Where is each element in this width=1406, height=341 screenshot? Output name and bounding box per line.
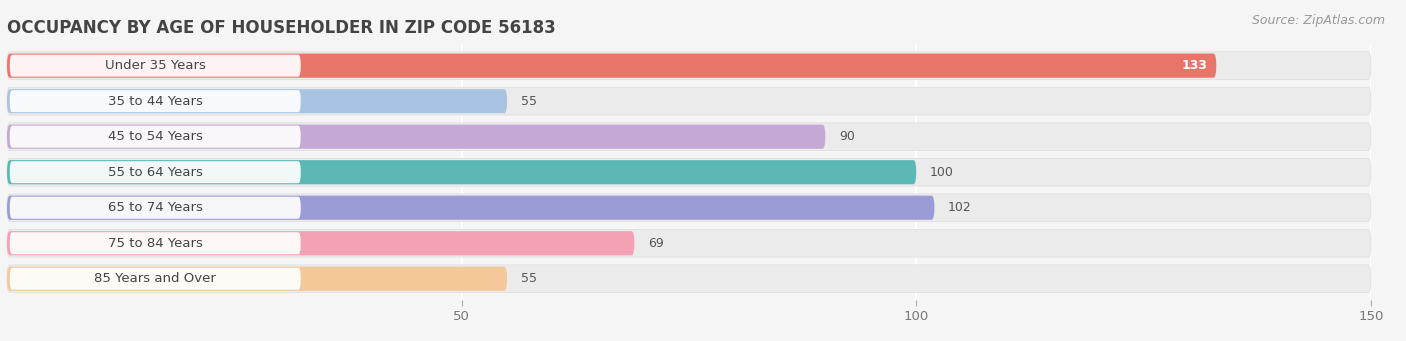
FancyBboxPatch shape bbox=[10, 90, 301, 112]
FancyBboxPatch shape bbox=[10, 232, 301, 254]
FancyBboxPatch shape bbox=[7, 265, 1371, 293]
Text: Source: ZipAtlas.com: Source: ZipAtlas.com bbox=[1251, 14, 1385, 27]
FancyBboxPatch shape bbox=[7, 194, 1371, 222]
FancyBboxPatch shape bbox=[7, 87, 1371, 115]
FancyBboxPatch shape bbox=[10, 55, 301, 77]
FancyBboxPatch shape bbox=[7, 158, 1371, 186]
FancyBboxPatch shape bbox=[7, 229, 1371, 257]
Text: 102: 102 bbox=[948, 201, 972, 214]
Text: 75 to 84 Years: 75 to 84 Years bbox=[108, 237, 202, 250]
FancyBboxPatch shape bbox=[7, 160, 917, 184]
Text: 100: 100 bbox=[929, 166, 953, 179]
Text: 133: 133 bbox=[1181, 59, 1208, 72]
Text: 55 to 64 Years: 55 to 64 Years bbox=[108, 166, 202, 179]
Text: 35 to 44 Years: 35 to 44 Years bbox=[108, 95, 202, 108]
FancyBboxPatch shape bbox=[10, 268, 301, 290]
Text: 65 to 74 Years: 65 to 74 Years bbox=[108, 201, 202, 214]
Text: OCCUPANCY BY AGE OF HOUSEHOLDER IN ZIP CODE 56183: OCCUPANCY BY AGE OF HOUSEHOLDER IN ZIP C… bbox=[7, 19, 555, 37]
FancyBboxPatch shape bbox=[7, 89, 508, 113]
Text: 55: 55 bbox=[520, 272, 537, 285]
Text: 45 to 54 Years: 45 to 54 Years bbox=[108, 130, 202, 143]
FancyBboxPatch shape bbox=[7, 54, 1216, 78]
FancyBboxPatch shape bbox=[10, 126, 301, 148]
Text: 90: 90 bbox=[839, 130, 855, 143]
FancyBboxPatch shape bbox=[10, 161, 301, 183]
FancyBboxPatch shape bbox=[7, 267, 508, 291]
FancyBboxPatch shape bbox=[7, 196, 935, 220]
FancyBboxPatch shape bbox=[7, 231, 634, 255]
Text: 55: 55 bbox=[520, 95, 537, 108]
FancyBboxPatch shape bbox=[7, 124, 825, 149]
FancyBboxPatch shape bbox=[7, 123, 1371, 150]
Text: Under 35 Years: Under 35 Years bbox=[105, 59, 205, 72]
Text: 85 Years and Over: 85 Years and Over bbox=[94, 272, 217, 285]
FancyBboxPatch shape bbox=[7, 52, 1371, 79]
Text: 69: 69 bbox=[648, 237, 664, 250]
FancyBboxPatch shape bbox=[10, 197, 301, 219]
